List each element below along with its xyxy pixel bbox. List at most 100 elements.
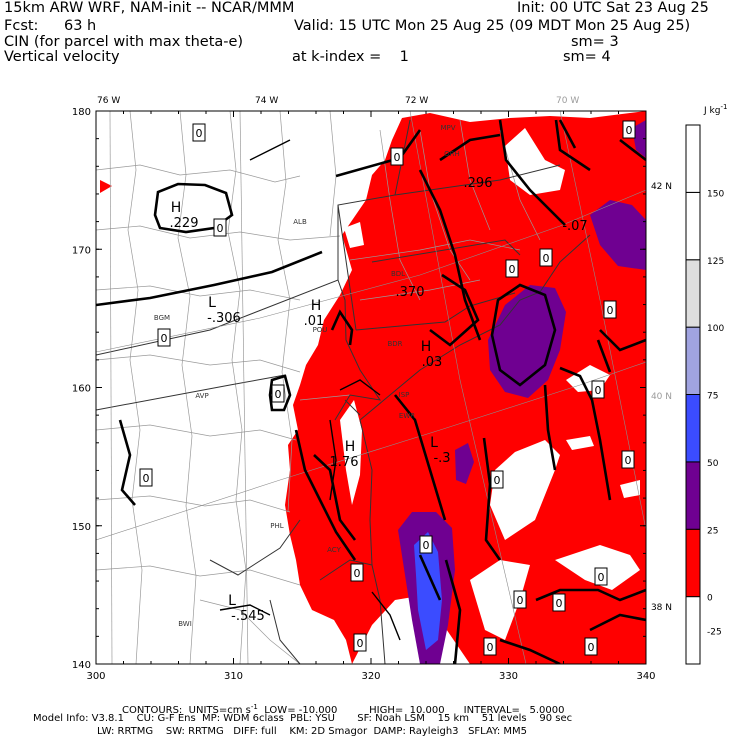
- cin-region-white: [340, 400, 362, 505]
- colorbar-label: 0: [707, 594, 713, 604]
- station-id: BDL: [391, 270, 405, 278]
- colorbar-bin: [685, 528, 701, 598]
- contour-label-value: 0: [556, 597, 563, 610]
- colorbar-bin: [685, 596, 701, 665]
- contour-label-frame: [350, 563, 364, 582]
- colorbar-label: -25: [707, 627, 722, 637]
- contour-info: CONTOURS: UNITS=cm s-1 LOW= -10.000 HIGH…: [122, 701, 564, 717]
- contour-range: LOW= -10.000 HIGH= 10.000 INTERVAL= 5.00…: [257, 705, 565, 716]
- contour-value: .370: [396, 285, 425, 300]
- contour-label-value: 0: [543, 252, 550, 265]
- state-boundaries: [96, 119, 591, 664]
- model-info-physics: LW: RRTMG SW: RRTMG DIFF: full KM: 2D Sm…: [97, 726, 527, 737]
- contour-label-frame: [591, 380, 605, 399]
- contour-label-value: 0: [423, 539, 430, 552]
- smoothing-2: sm= 4: [563, 49, 611, 65]
- contour-label-box: 0: [594, 567, 608, 586]
- vvel-contours: [96, 119, 646, 664]
- contour-label-frame: [483, 637, 497, 656]
- contour-label-box: 0: [621, 450, 635, 469]
- contour-label-frame: [621, 450, 635, 469]
- y-tick-label: 160: [72, 384, 91, 395]
- colorbar-label: 50: [707, 459, 719, 469]
- colorbar-bin: [685, 191, 701, 261]
- contour-label-box: 0: [271, 384, 285, 403]
- field-title-vvel: Vertical velocity: [4, 49, 120, 65]
- cin-region-25-50: [590, 200, 646, 270]
- contour-label-frame: [490, 470, 504, 489]
- model-title: 15km ARW WRF, NAM-init -- NCAR/MMM: [4, 0, 295, 16]
- high-center-symbol: H: [421, 339, 432, 355]
- longitude-label: 70 W: [556, 96, 579, 106]
- smoothing-1: sm= 3: [571, 34, 619, 50]
- y-tick-label: 140: [72, 660, 91, 671]
- contour-label-frame: [603, 300, 617, 319]
- contour-label-frame: [192, 123, 206, 142]
- cin-region-0-25: [100, 180, 112, 193]
- low-center: L-.306: [207, 295, 241, 326]
- lat-lon-labels: 76 W 74 W 72 W 70 W 42 N 40 N 38 N: [97, 96, 672, 613]
- contour-label-value: 0: [354, 567, 361, 580]
- cin-region-white: [490, 440, 560, 540]
- station-id: BDR: [387, 340, 402, 348]
- cin-region-white: [344, 222, 364, 248]
- x-tick-label: 300: [86, 671, 105, 682]
- model-info: Model Info: V3.8.1 CU: G-F Ens MP: WDM 6…: [33, 713, 573, 724]
- cin-region-25-50: [455, 443, 474, 484]
- contour-label-value: 0: [217, 222, 224, 235]
- station-id: POU: [313, 326, 328, 334]
- contour-label-value: 0: [517, 594, 524, 607]
- contour-label-value: 0: [494, 474, 501, 487]
- contour-label-value: 0: [626, 124, 633, 137]
- high-center-symbol: H: [311, 298, 322, 314]
- contour-label-box: 0: [139, 468, 153, 487]
- contour-label-value: 0: [625, 454, 632, 467]
- high-center-value: 1.76: [330, 455, 359, 470]
- station-id: EWR: [399, 412, 415, 420]
- contour-label-frame: [213, 218, 227, 237]
- colorbar-bin: [685, 124, 701, 193]
- longitude-label: 76 W: [97, 96, 120, 106]
- low-center-symbol: L: [430, 435, 438, 451]
- colorbar-bin: [685, 461, 701, 530]
- contour-label-frame: [584, 637, 598, 656]
- low-center-symbol: L: [208, 295, 216, 311]
- contour-label-box: 0: [622, 120, 636, 139]
- x-tick-label: 330: [499, 671, 518, 682]
- contour-label-value: 0: [357, 637, 364, 650]
- contour-label-frame: [353, 633, 367, 652]
- contour-label-box: 0: [213, 218, 227, 237]
- high-center: H.03: [421, 339, 443, 370]
- contour-label-box: 0: [513, 590, 527, 609]
- latitude-label: 42 N: [651, 182, 672, 192]
- colorbar: -25 0 25 50 75 100 125 150 J kg-1: [685, 103, 727, 665]
- colorbar-label: 100: [707, 324, 724, 334]
- field-title-cin: CIN (for parcel with max theta-e): [4, 34, 244, 50]
- contour-label-value: 0: [607, 304, 614, 317]
- contour-label-value: 0: [595, 384, 602, 397]
- contour-label-box: 0: [603, 300, 617, 319]
- axis-tick-labels: 300 310 320 330 340 140 150 160 170 180: [72, 107, 656, 682]
- x-tick-label: 320: [361, 671, 380, 682]
- contour-label-box: 0: [483, 637, 497, 656]
- latitude-label: 38 N: [651, 603, 672, 613]
- contour-label-frame: [505, 259, 519, 278]
- station-id: ISP: [399, 391, 410, 399]
- cin-region-50-75: [414, 532, 442, 650]
- contour-label-box: 0: [505, 259, 519, 278]
- axis-ticks: [95, 110, 647, 665]
- contour-label-box: 0: [157, 328, 171, 347]
- latitude-label: 40 N: [651, 392, 672, 402]
- field-layer: [100, 111, 646, 664]
- longitude-label: 74 W: [255, 96, 278, 106]
- k-index-label: at k-index = 1: [292, 49, 409, 65]
- low-center: L-.545: [228, 593, 265, 624]
- colorbar-bin: [685, 259, 701, 328]
- high-center: H1.76: [330, 439, 359, 470]
- contour-label-box: 0: [539, 248, 553, 267]
- low-center-symbol: L: [228, 593, 236, 609]
- contour-label-box: 0: [192, 123, 206, 142]
- station-id: ALB: [293, 218, 307, 226]
- y-tick-label: 180: [72, 107, 91, 118]
- longitude-label: 72 W: [405, 96, 428, 106]
